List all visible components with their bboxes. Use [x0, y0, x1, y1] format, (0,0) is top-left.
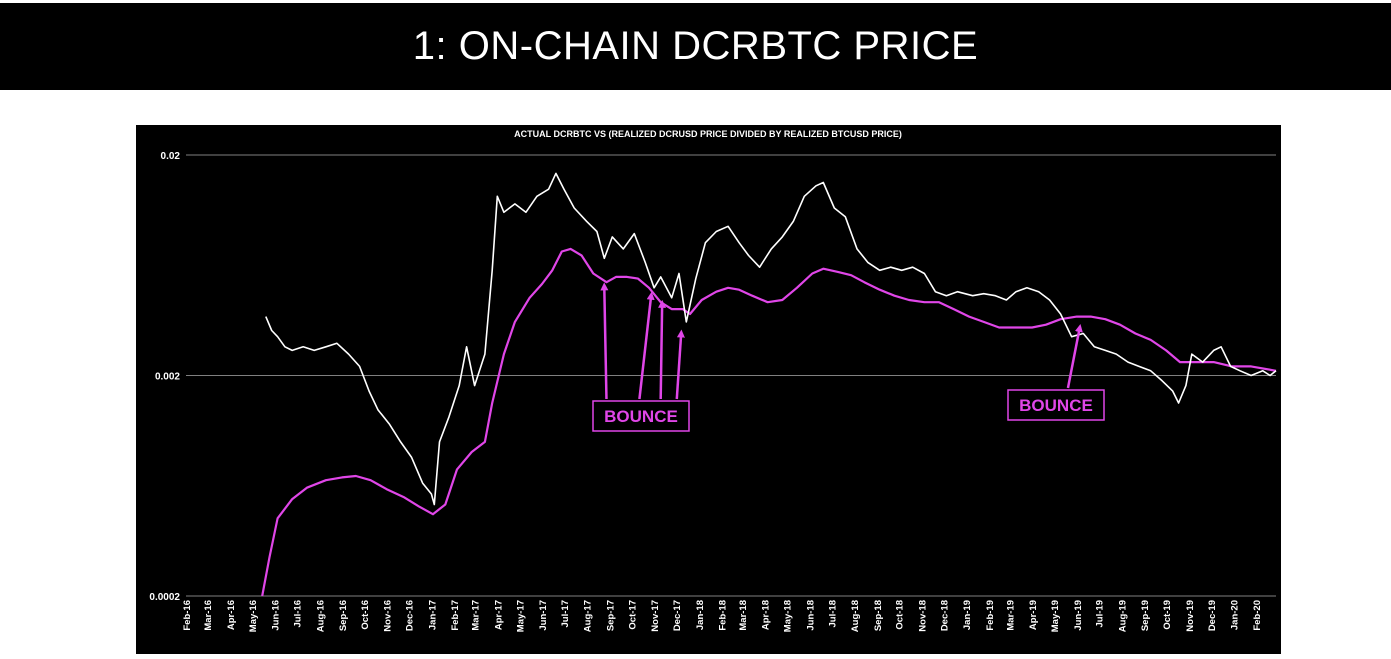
actual-series-line [265, 172, 1277, 506]
x-tick-label: Jan-18 [695, 600, 706, 630]
bounce-arrow [1066, 323, 1083, 389]
chart-background [136, 125, 1281, 654]
x-tick-label: Jan-20 [1230, 600, 1241, 630]
x-tick-label: Mar-19 [1005, 600, 1016, 631]
x-tick-label: Sep-18 [873, 600, 884, 631]
x-tick-label: Feb-16 [182, 600, 193, 631]
x-tick-label: Mar-16 [203, 600, 214, 631]
bounce-annotation: BOUNCE [592, 282, 690, 432]
y-tick-label: 0.0002 [149, 592, 180, 603]
bounce-arrow [658, 299, 667, 400]
bounce-label-box [592, 400, 690, 432]
x-tick-label: May-19 [1050, 600, 1061, 632]
x-tick-label: Aug-17 [583, 600, 594, 632]
x-axis-tick-labels: Feb-16 Mar-16 Apr-16 May-16 Jun-16 Jul-16 Aug-… [182, 600, 1263, 632]
x-tick-label: Nov-18 [917, 600, 928, 632]
x-tick-label: Jul-18 [827, 600, 838, 627]
x-tick-label: Jun-18 [805, 600, 816, 631]
x-tick-label: Apr-19 [1028, 600, 1039, 630]
annotations: BOUNCE BOUNCE [592, 282, 1105, 432]
y-tick-label: 0.02 [161, 151, 181, 162]
x-tick-label: Apr-18 [761, 600, 772, 630]
x-tick-label: Apr-16 [226, 600, 237, 630]
x-tick-label: Feb-20 [1252, 600, 1263, 631]
bounce-arrow [675, 329, 685, 400]
x-tick-label: Jun-17 [538, 600, 549, 631]
bounce-arrow [600, 282, 609, 400]
y-tick-label: 0.002 [155, 372, 180, 383]
x-tick-label: Dec-18 [939, 600, 950, 631]
x-tick-label: Mar-18 [738, 600, 749, 631]
chart-title: ACTUAL DCRBTC VS (REALIZED DCRUSD PRICE … [514, 129, 902, 139]
x-tick-label: Sep-19 [1140, 600, 1151, 631]
x-tick-label: Aug-16 [315, 600, 326, 632]
x-tick-label: Mar-17 [471, 600, 482, 631]
series-lines [261, 172, 1277, 597]
x-tick-label: Nov-19 [1185, 600, 1196, 632]
ratio-series-line [261, 247, 1277, 597]
x-tick-label: Feb-17 [450, 600, 461, 631]
x-tick-label: Nov-16 [383, 600, 394, 632]
bounce-label: BOUNCE [1019, 396, 1093, 415]
x-tick-label: Dec-19 [1207, 600, 1218, 631]
slide-header-bar [0, 3, 1391, 90]
x-tick-label: Jun-19 [1073, 600, 1084, 631]
x-tick-label: Nov-17 [650, 600, 661, 632]
x-tick-label: Oct-18 [895, 600, 906, 630]
slide-title: 1: ON-CHAIN DCRBTC PRICE [412, 24, 979, 68]
x-tick-label: Aug-18 [850, 600, 861, 632]
x-tick-label: Oct-17 [627, 600, 638, 630]
x-tick-label: Apr-17 [493, 600, 504, 630]
x-tick-label: Jul-19 [1095, 600, 1106, 627]
gridlines [186, 154, 1276, 597]
x-tick-label: Jan-19 [962, 600, 973, 630]
x-tick-label: Oct-16 [360, 600, 371, 630]
bounce-annotation: BOUNCE [1007, 323, 1105, 421]
bounce-label-box [1007, 389, 1105, 421]
x-tick-label: May-16 [248, 600, 259, 632]
line-chart: ACTUAL DCRBTC VS (REALIZED DCRUSD PRICE … [136, 125, 1281, 654]
x-tick-label: Feb-19 [985, 600, 996, 631]
x-tick-label: Jul-16 [293, 600, 304, 627]
y-axis-tick-labels: 0.0002 0.002 0.02 [149, 151, 180, 603]
x-tick-label: Dec-17 [672, 600, 683, 631]
x-tick-label: May-18 [783, 600, 794, 632]
bounce-arrow [638, 291, 655, 400]
x-tick-label: May-17 [515, 600, 526, 632]
x-tick-label: Jul-17 [560, 600, 571, 627]
x-tick-label: Sep-16 [338, 600, 349, 631]
x-tick-label: Oct-19 [1162, 600, 1173, 630]
x-tick-label: Aug-19 [1117, 600, 1128, 632]
x-tick-label: Dec-16 [405, 600, 416, 631]
bounce-label: BOUNCE [604, 407, 678, 426]
x-tick-label: Jun-16 [271, 600, 282, 631]
x-tick-label: Feb-18 [717, 600, 728, 631]
chart-container: ACTUAL DCRBTC VS (REALIZED DCRUSD PRICE … [136, 125, 1281, 654]
x-tick-label: Sep-17 [605, 600, 616, 631]
x-tick-label: Jan-17 [427, 600, 438, 630]
